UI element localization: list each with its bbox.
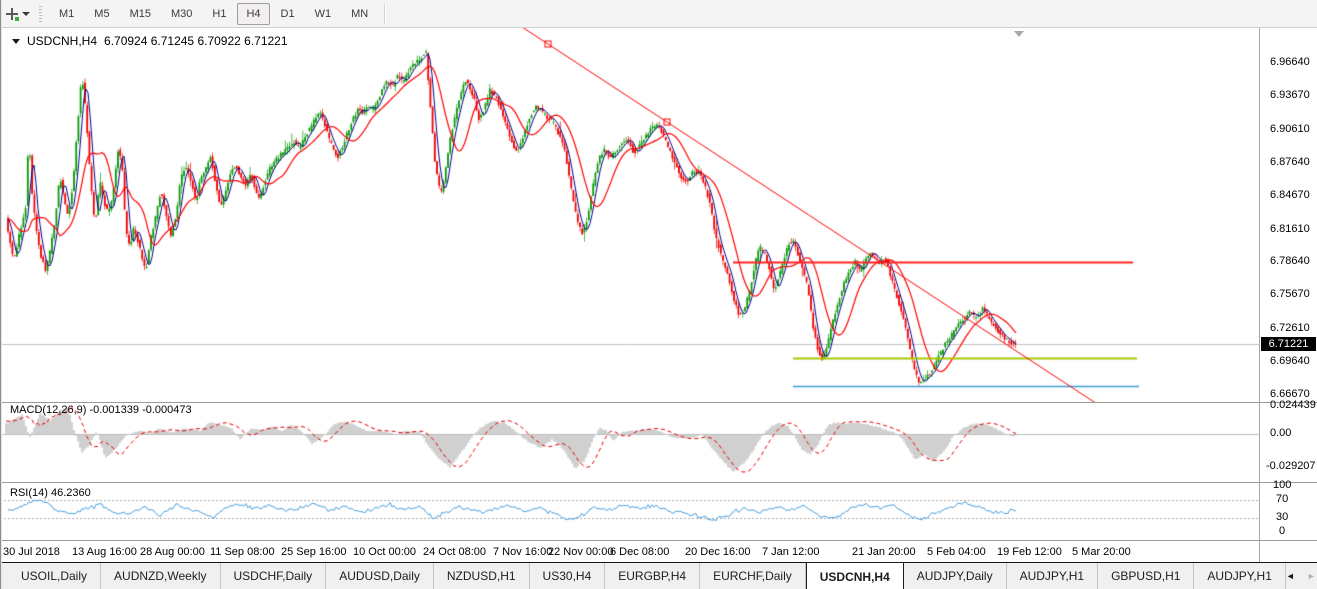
timeframe-button-h1[interactable]: H1 [212, 7, 227, 20]
chart-tab-audjpy-daily[interactable]: AUDJPY,Daily [904, 563, 1007, 589]
crosshair-icon [6, 7, 19, 21]
rsi-axis-tick: 100 [1273, 478, 1292, 491]
tab-scroll-left-icon[interactable]: ◄ [1285, 571, 1295, 581]
chart-tab-bar: USOIL,Daily AUDNZD,Weekly USDCHF,Daily AUDU… [0, 562, 1317, 589]
chart-tab-audjpy-h1[interactable]: AUDJPY,H1 [1194, 563, 1286, 589]
price-axis-tick: 6.93670 [1270, 89, 1310, 102]
time-axis-label: 20 Dec 16:00 [685, 546, 751, 558]
price-axis-tick: 6.81610 [1270, 222, 1310, 235]
chart-shift-marker-icon[interactable] [1014, 31, 1024, 37]
timeframe-toolbar: M1 M5 M15 M30 H1 H4 D1 W1 MN [0, 0, 1317, 28]
timeframe-button-group: M1 M5 M15 M30 H1 H4 D1 W1 MN [49, 2, 378, 25]
price-axis-tick: 6.69640 [1270, 354, 1310, 367]
tab-scroll-right-icon[interactable]: ► [1306, 571, 1316, 581]
chart-title-row: USDCNH,H4 6.70924 6.71245 6.70922 6.7122… [12, 34, 288, 48]
price-chart-canvas[interactable] [0, 28, 1259, 403]
current-price-tag: 6.71221 [1261, 337, 1316, 352]
tab-scroll-arrows: ◄ ► [1286, 563, 1317, 589]
price-axis-separator [1259, 28, 1260, 562]
chart-tab-us30-h4[interactable]: US30,H4 [530, 563, 606, 589]
time-axis-label: 21 Jan 20:00 [852, 546, 916, 558]
timeframe-button-d1[interactable]: D1 [280, 7, 295, 20]
chart-tab-audjpy-h1[interactable]: AUDJPY,H1 [1007, 563, 1099, 589]
toolbar-separator [384, 3, 387, 24]
chart-cursor-tool-button[interactable] [0, 3, 34, 25]
timeframe-button-m5[interactable]: M5 [94, 7, 110, 20]
time-axis-label: 5 Mar 20:00 [1072, 546, 1131, 558]
time-axis-label: 19 Feb 12:00 [997, 546, 1062, 558]
rsi-indicator-canvas[interactable] [0, 483, 1259, 541]
toolbar-grip-handle[interactable] [39, 5, 42, 22]
rsi-label: RSI(14) 46.2360 [10, 487, 91, 499]
chart-tab-nzdusd-h1[interactable]: NZDUSD,H1 [434, 563, 530, 589]
time-axis-label: 25 Sep 16:00 [281, 546, 347, 558]
time-axis-label: 6 Dec 08:00 [610, 546, 670, 558]
time-axis-label: 24 Oct 08:00 [423, 546, 486, 558]
timeframe-button-m1[interactable]: M1 [59, 7, 75, 20]
timeframe-button-h4[interactable]: H4 [237, 2, 270, 25]
macd-label: MACD(12,26,9) -0.001339 -0.000473 [10, 404, 192, 416]
price-axis-tick: 6.75670 [1270, 288, 1310, 301]
time-axis-label: 13 Aug 16:00 [72, 546, 137, 558]
window-left-edge-highlight [1, 0, 2, 589]
time-axis-label: 10 Oct 00:00 [353, 546, 416, 558]
chart-tab-usdchf-daily[interactable]: USDCHF,Daily [221, 563, 327, 589]
price-axis-tick: 6.90610 [1270, 123, 1310, 136]
window-bottom-edge [0, 562, 1317, 563]
price-axis-tick: 6.72610 [1270, 321, 1310, 334]
rsi-axis-tick: 0 [1279, 524, 1286, 537]
price-axis-tick: 6.87640 [1270, 155, 1310, 168]
time-axis-label: 7 Nov 16:00 [493, 546, 553, 558]
price-axis-tick: 6.66670 [1270, 387, 1310, 400]
chart-tab-audnzd-weekly[interactable]: AUDNZD,Weekly [101, 563, 221, 589]
time-axis-label: 5 Feb 04:00 [927, 546, 986, 558]
price-axis-tick: 6.96640 [1270, 56, 1310, 69]
rsi-axis-tick: 30 [1276, 511, 1289, 524]
macd-axis-tick: 0.00 [1270, 426, 1292, 439]
pane-separator-timeaxis [0, 540, 1317, 541]
chart-tab-usoil-daily[interactable]: USOIL,Daily [8, 563, 102, 589]
time-axis-label: 7 Jan 12:00 [762, 546, 820, 558]
rsi-axis-tick: 70 [1276, 492, 1289, 505]
chart-tab-gbpusd-h1[interactable]: GBPUSD,H1 [1098, 563, 1195, 589]
price-axis-tick: 6.84670 [1270, 188, 1310, 201]
timeframe-button-m30[interactable]: M30 [170, 7, 193, 20]
window-left-edge [0, 0, 1, 589]
chart-collapse-icon[interactable] [12, 38, 20, 44]
time-axis-label: 28 Aug 00:00 [140, 546, 205, 558]
time-axis: 30 Jul 2018 13 Aug 16:00 28 Aug 00:00 11 Se… [0, 541, 1259, 562]
timeframe-button-mn[interactable]: MN [351, 7, 369, 20]
macd-indicator-canvas[interactable] [0, 403, 1259, 483]
macd-axis-tick: -0.029207 [1266, 460, 1316, 473]
pane-separator-rsi[interactable] [0, 482, 1317, 483]
chart-tab-eurgbp-h4[interactable]: EURGBP,H4 [605, 563, 701, 589]
chart-symbol-period: USDCNH,H4 [27, 34, 98, 48]
time-axis-label: 11 Sep 08:00 [210, 546, 275, 558]
pane-separator-macd[interactable] [0, 402, 1317, 403]
time-axis-label: 22 Nov 00:00 [548, 546, 614, 558]
macd-axis-tick: 0.024439 [1270, 399, 1316, 411]
chart-tab-eurchf-daily[interactable]: EURCHF,Daily [700, 563, 806, 589]
chart-ohlc-values: 6.70924 6.71245 6.70922 6.71221 [104, 34, 288, 48]
timeframe-button-w1[interactable]: W1 [314, 7, 332, 20]
price-axis-tick: 6.78640 [1270, 255, 1310, 268]
timeframe-button-m15[interactable]: M15 [129, 7, 151, 20]
chart-tab-usdcnh-h4[interactable]: USDCNH,H4 [805, 562, 904, 589]
time-axis-label: 30 Jul 2018 [3, 546, 60, 558]
chevron-down-icon [22, 11, 30, 16]
chart-tab-audusd-daily[interactable]: AUDUSD,Daily [326, 563, 434, 589]
